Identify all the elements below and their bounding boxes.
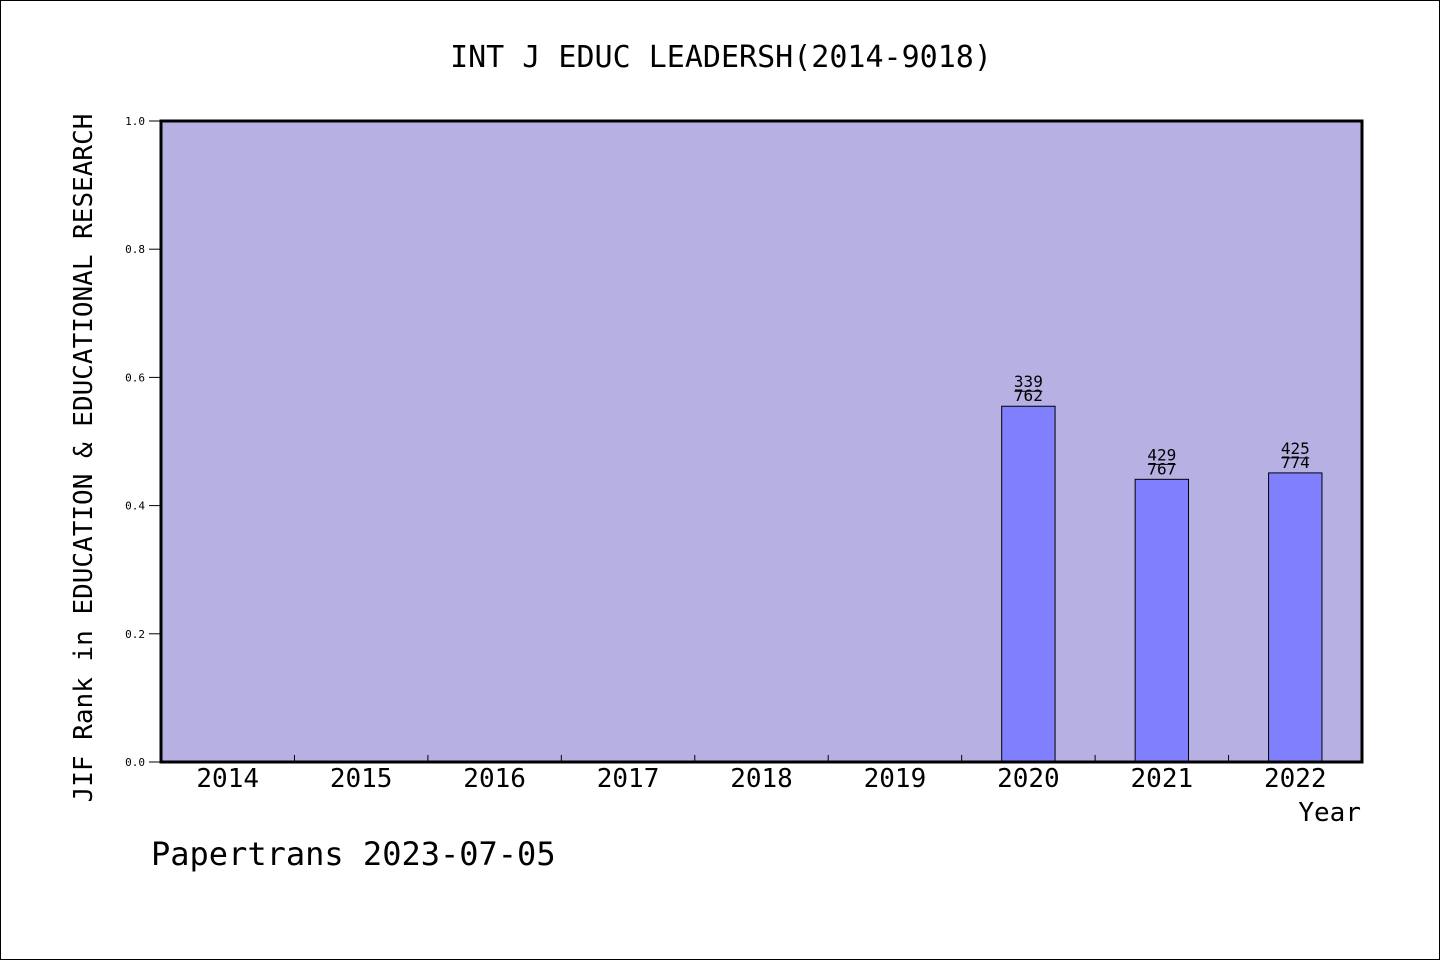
bar-label-rank: 429 bbox=[1147, 445, 1176, 464]
bar-group bbox=[1001, 405, 1323, 763]
x-tick-label: 2015 bbox=[330, 764, 393, 794]
x-tick-label: 2019 bbox=[864, 764, 927, 794]
bar-label-rank: 425 bbox=[1281, 439, 1310, 458]
x-axis: 2014 2015 2016 2017 2018 2019 2020 2021 2022 bbox=[196, 755, 1327, 794]
source-footer: Papertrans 2023-07-05 bbox=[151, 835, 556, 873]
plot-border bbox=[159, 119, 1364, 764]
y-tick-label: 0.0 bbox=[125, 756, 145, 769]
bar-label-total: 767 bbox=[1147, 459, 1176, 478]
y-axis: 0.0 0.2 0.4 0.6 0.8 1.0 bbox=[125, 115, 161, 769]
bar-label-rank: 339 bbox=[1014, 372, 1043, 391]
bar-2021 bbox=[1134, 478, 1190, 763]
y-tick-label: 0.6 bbox=[125, 371, 145, 384]
bar-2022 bbox=[1268, 472, 1323, 763]
x-tick-label: 2021 bbox=[1131, 764, 1194, 794]
x-tick-label: 2020 bbox=[997, 764, 1060, 794]
y-axis-label: JIF Rank in EDUCATION & EDUCATIONAL RESE… bbox=[69, 114, 99, 803]
bar-2020 bbox=[1001, 405, 1056, 763]
x-tick-label: 2022 bbox=[1264, 764, 1327, 794]
y-tick-label: 0.2 bbox=[125, 628, 145, 641]
bar-label-total: 774 bbox=[1281, 453, 1310, 472]
bar-label-total: 762 bbox=[1014, 386, 1043, 405]
y-tick-label: 0.8 bbox=[125, 243, 145, 256]
x-tick-label: 2014 bbox=[196, 764, 259, 794]
x-tick-label: 2016 bbox=[463, 764, 526, 794]
x-tick-label: 2018 bbox=[730, 764, 793, 794]
y-tick-label: 1.0 bbox=[125, 115, 145, 128]
y-tick-label: 0.4 bbox=[125, 500, 145, 513]
x-axis-label: Year bbox=[1298, 798, 1361, 828]
x-tick-label: 2017 bbox=[597, 764, 660, 794]
chart-title: INT J EDUC LEADERSH(2014-9018) bbox=[450, 40, 992, 75]
